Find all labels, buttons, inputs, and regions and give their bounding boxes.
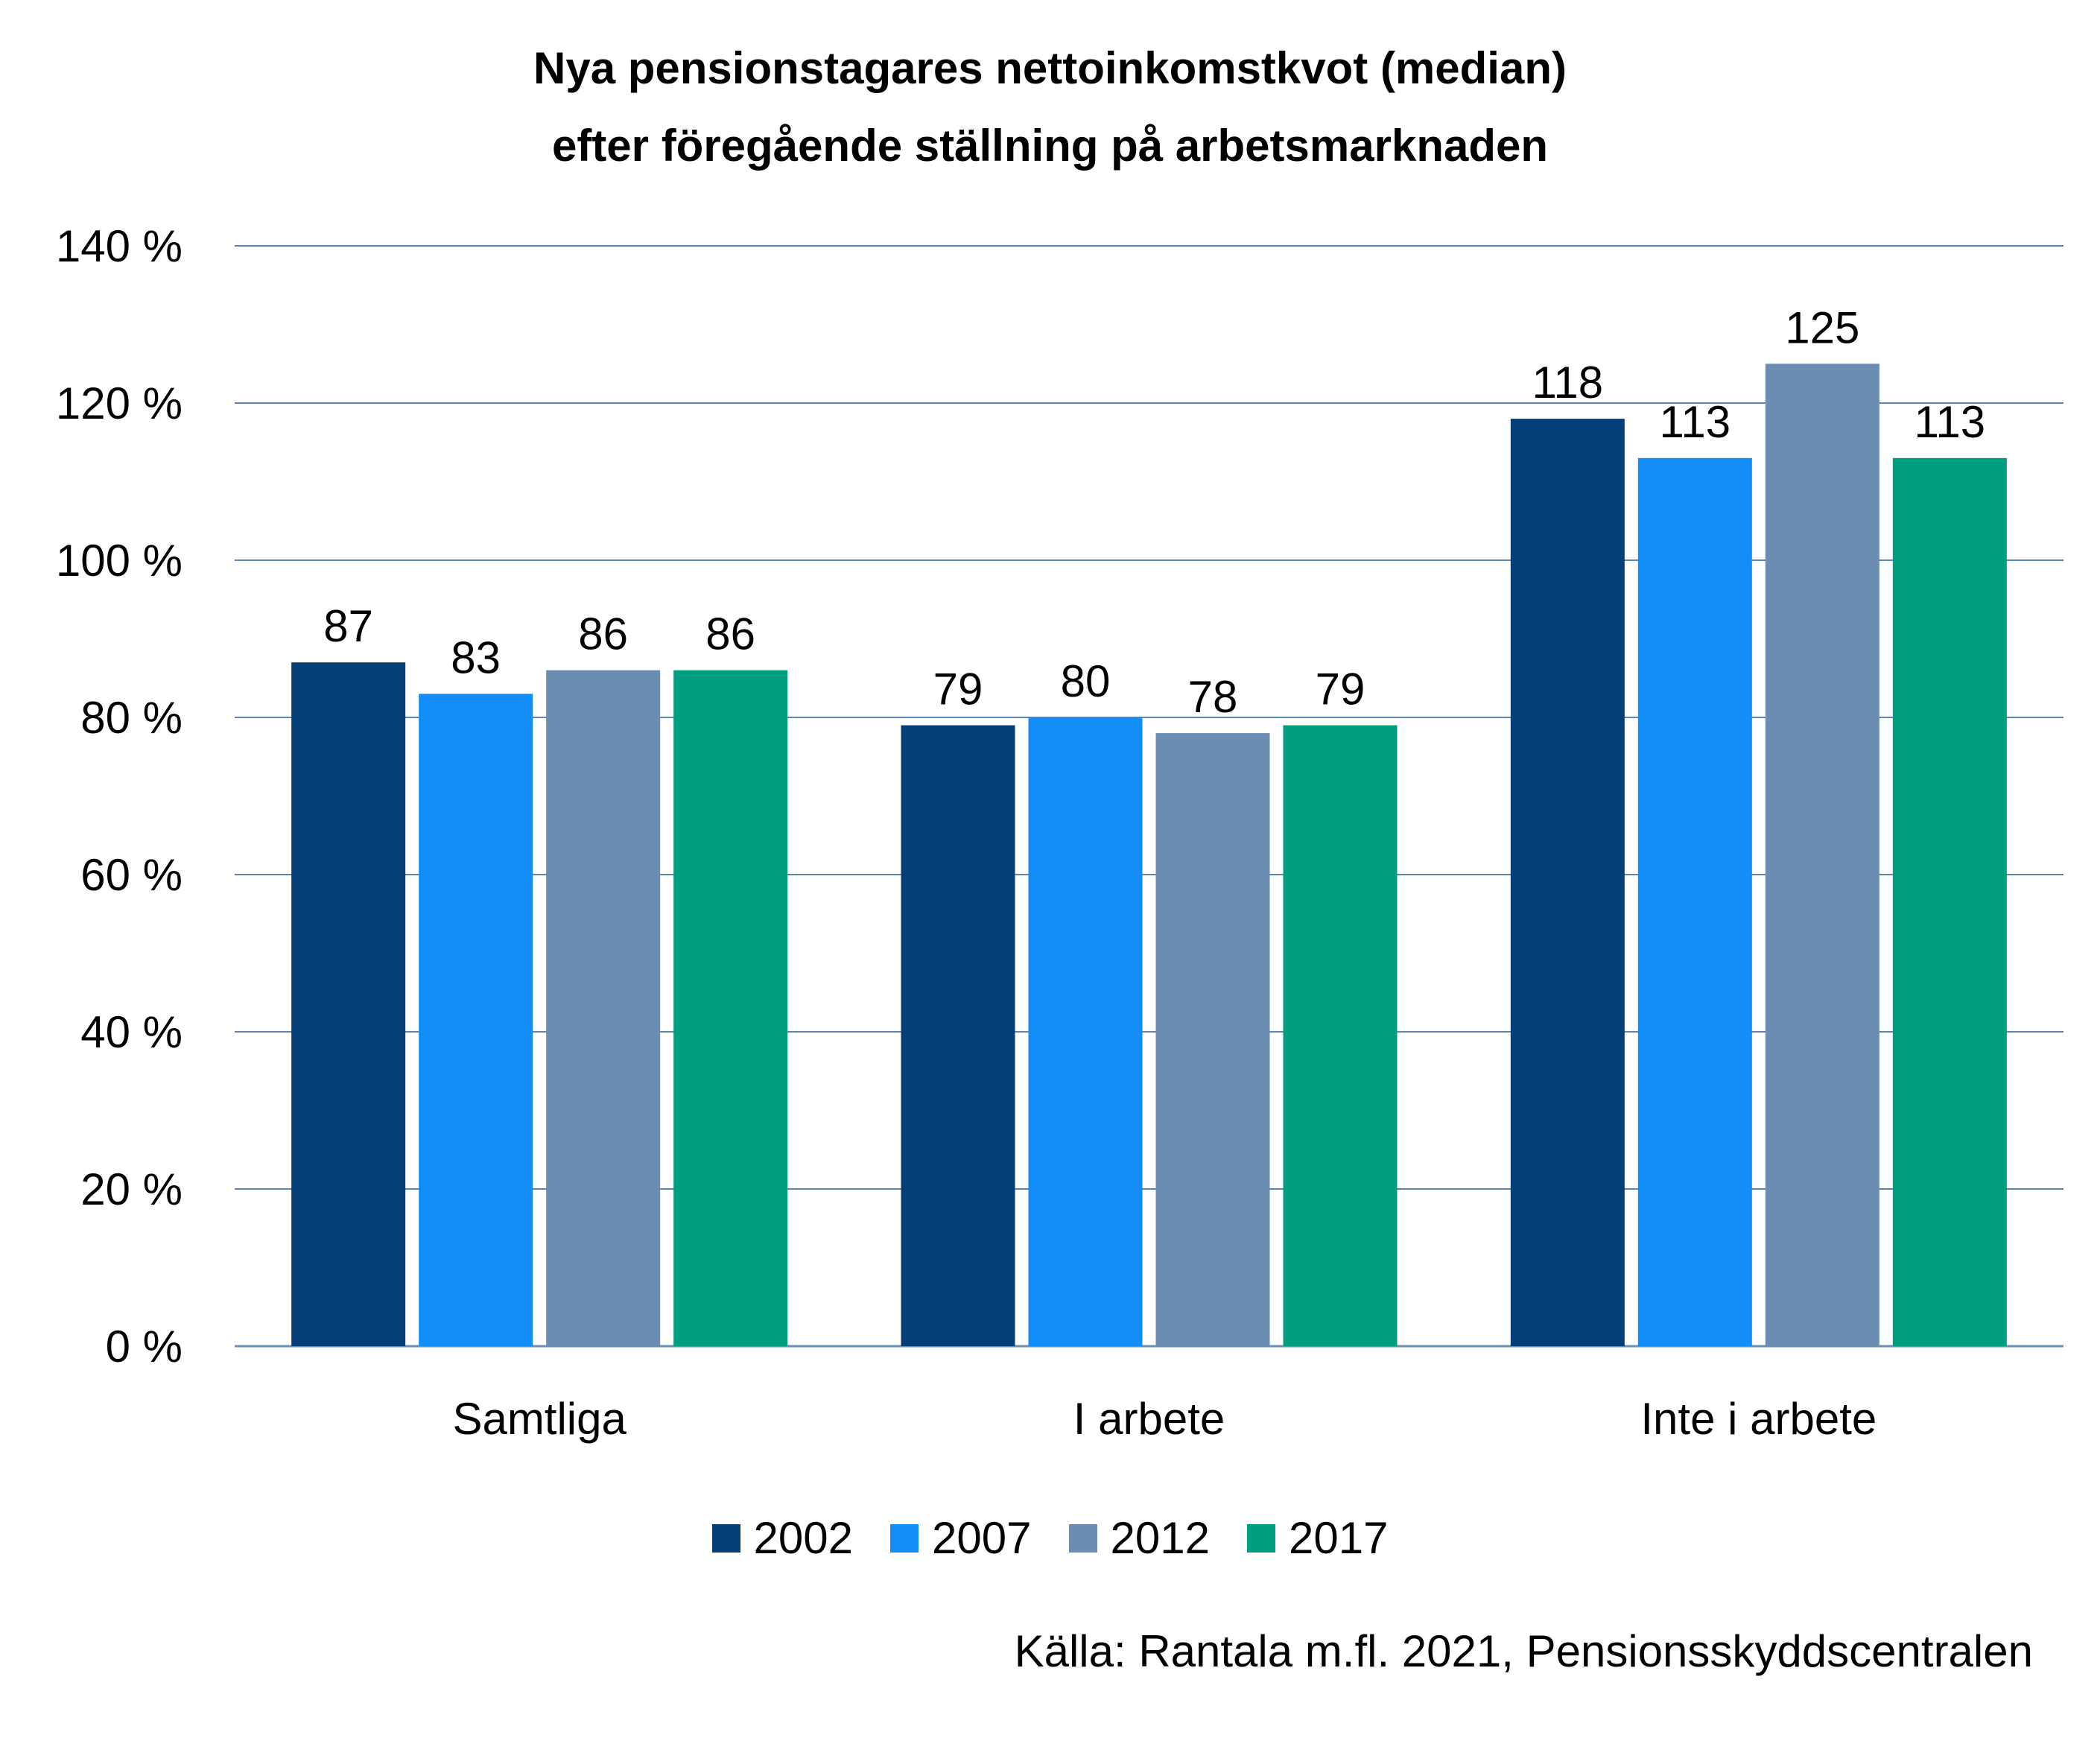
y-tick-label: 140 % xyxy=(56,221,183,271)
bar-2007-0 xyxy=(419,694,533,1346)
bar-2012-2 xyxy=(1765,364,1879,1346)
chart-title-line-2: efter föregående ställning på arbetsmark… xyxy=(551,121,1549,171)
y-tick-label: 60 % xyxy=(80,850,183,900)
gridlines xyxy=(235,245,2063,1348)
legend: 2002 2007 2012 2017 xyxy=(0,1512,2100,1564)
x-tick-label: I arbete xyxy=(1073,1394,1225,1444)
bars xyxy=(291,364,2007,1346)
legend-item-2012: 2012 xyxy=(1068,1512,1210,1564)
data-label: 113 xyxy=(1915,397,1986,447)
y-tick-label: 0 % xyxy=(106,1322,183,1371)
y-tick-label: 100 % xyxy=(56,536,183,586)
y-tick-label: 40 % xyxy=(80,1007,183,1057)
bar-2017-1 xyxy=(1283,725,1398,1346)
y-tick-label: 80 % xyxy=(80,693,183,743)
legend-label: 2002 xyxy=(753,1513,854,1563)
legend-label: 2007 xyxy=(932,1513,1032,1563)
bar-2007-2 xyxy=(1637,457,1752,1346)
legend-swatch xyxy=(890,1523,919,1553)
y-tick-label: 20 % xyxy=(80,1164,183,1214)
bar-2017-0 xyxy=(673,670,788,1346)
legend-swatch xyxy=(1246,1523,1275,1553)
x-axis-ticks: Samtliga I arbete Inte i arbete xyxy=(452,1394,1877,1444)
bar-2012-0 xyxy=(546,670,661,1346)
data-label: 125 xyxy=(1785,302,1859,352)
data-label: 113 xyxy=(1660,397,1731,447)
bar-2012-1 xyxy=(1155,733,1270,1346)
data-label: 79 xyxy=(1316,665,1365,714)
bar-2002-0 xyxy=(291,662,406,1346)
data-labels: 87 83 86 86 79 80 78 79 118 113 125 113 xyxy=(323,302,1985,722)
source-note: Källa: Rantala m.fl. 2021, Pensionsskydd… xyxy=(1014,1626,2033,1676)
bar-2017-2 xyxy=(1892,457,2007,1346)
legend-item-2017: 2017 xyxy=(1246,1512,1389,1564)
legend-swatch xyxy=(711,1523,740,1553)
x-tick-label: Inte i arbete xyxy=(1640,1394,1877,1444)
data-label: 79 xyxy=(933,665,983,714)
bar-2007-1 xyxy=(1028,717,1143,1346)
data-label: 78 xyxy=(1188,672,1238,722)
data-label: 83 xyxy=(451,632,501,682)
legend-item-2007: 2007 xyxy=(890,1512,1032,1564)
chart-title: Nya pensionstagares nettoinkomstkvot (me… xyxy=(0,30,2100,185)
data-label: 118 xyxy=(1532,358,1604,407)
legend-label: 2012 xyxy=(1110,1513,1210,1563)
legend-item-2002: 2002 xyxy=(711,1512,854,1564)
x-tick-label: Samtliga xyxy=(452,1394,626,1444)
data-label: 87 xyxy=(323,601,373,651)
legend-swatch xyxy=(1068,1523,1097,1553)
legend-label: 2017 xyxy=(1288,1513,1389,1563)
data-label: 80 xyxy=(1061,656,1111,706)
chart-title-line-1: Nya pensionstagares nettoinkomstkvot (me… xyxy=(533,43,1567,93)
y-axis-ticks: 0 % 20 % 40 % 60 % 80 % 100 % 120 % 140 % xyxy=(56,221,183,1371)
bar-2002-1 xyxy=(901,725,1015,1346)
y-tick-label: 120 % xyxy=(56,378,183,428)
data-label: 86 xyxy=(705,609,755,659)
data-label: 86 xyxy=(578,609,628,659)
bar-2002-2 xyxy=(1510,419,1625,1346)
